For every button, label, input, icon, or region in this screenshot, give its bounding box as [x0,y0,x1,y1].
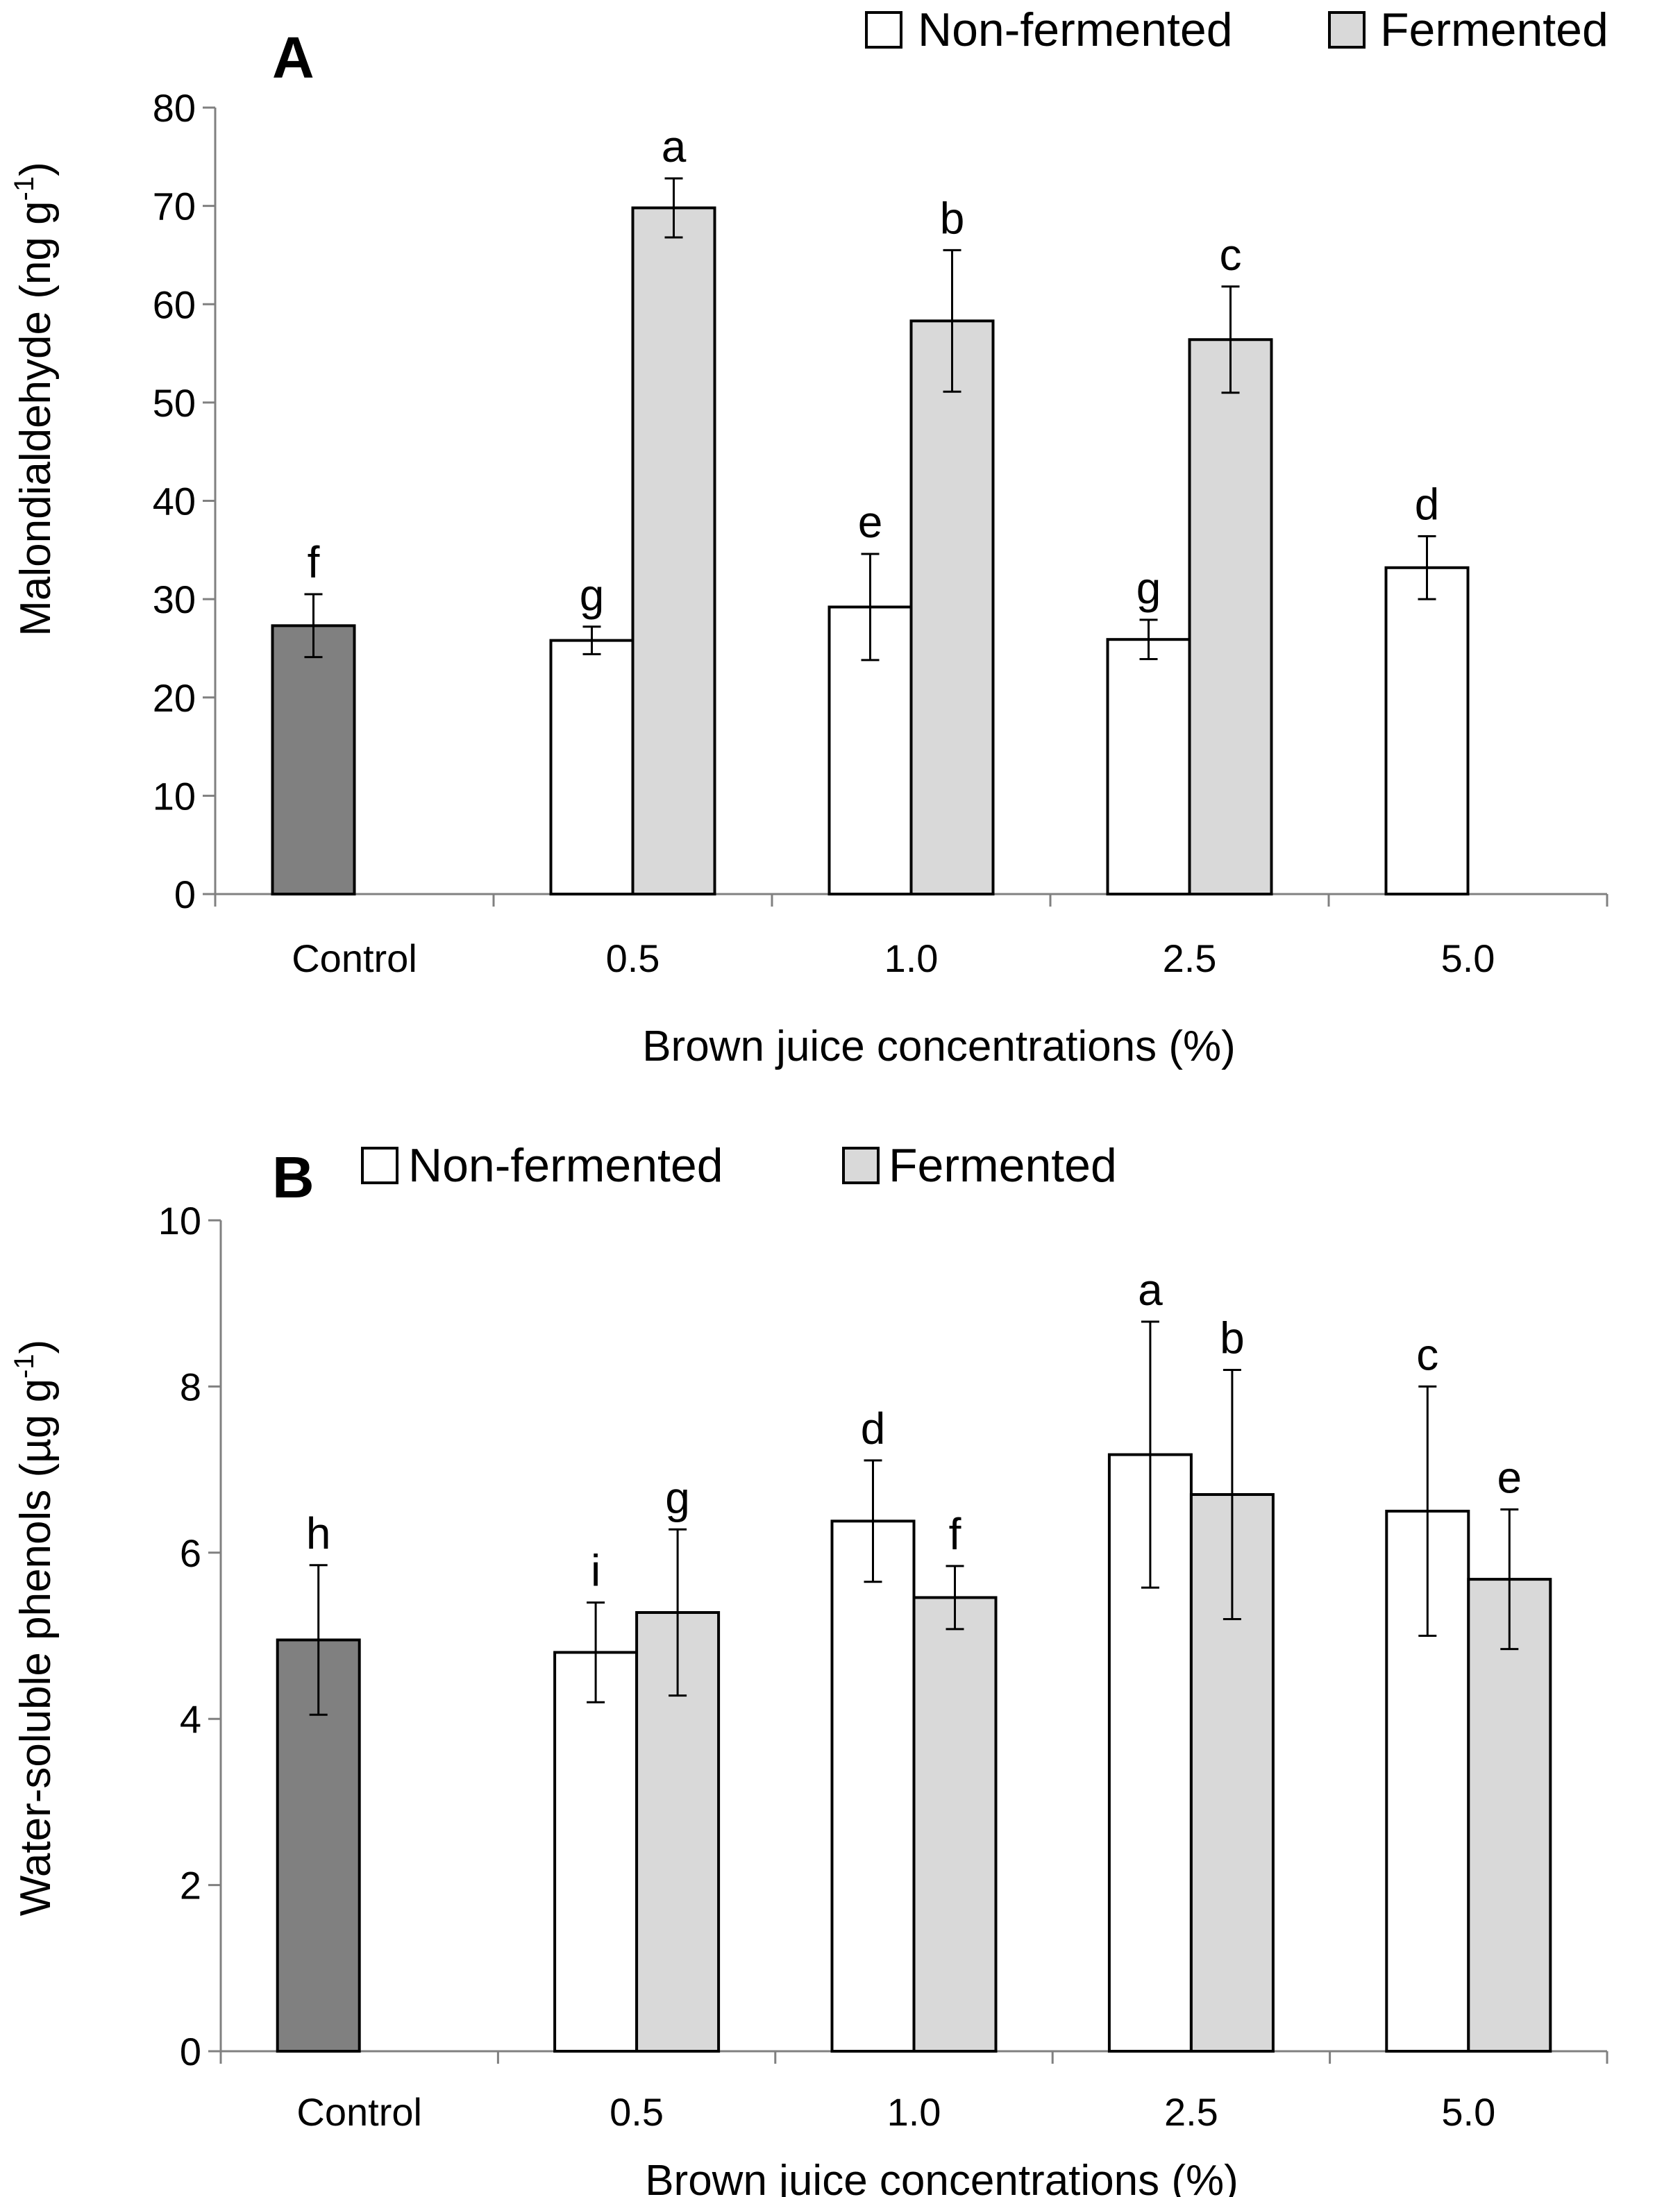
y-tick-label: 10 [153,774,196,818]
significance-letter: h [306,1508,331,1558]
significance-letter: c [1416,1329,1438,1379]
significance-letter: a [1138,1265,1163,1315]
significance-letter: c [1220,230,1242,280]
bar-control [271,624,356,896]
y-tick-label: 50 [153,381,196,425]
significance-letter: g [665,1472,690,1522]
x-tick-label: 5.0 [1441,2090,1495,2134]
y-axis-title: Water-soluble phenols (µg g-1) [9,1340,60,1917]
significance-letter: g [580,570,605,620]
bar-non-fermented [553,1651,639,2053]
error-bar [1500,1508,1519,1651]
panel-label: B [272,1145,314,1210]
error-bar [946,1565,964,1631]
bar-non-fermented [1106,638,1191,895]
significance-letter: g [1136,563,1161,613]
y-tick-label: 2 [180,1864,201,1908]
bar-non-fermented [830,1520,916,2053]
y-tick-label: 20 [153,676,196,720]
legend-label: Fermented [1380,3,1608,56]
significance-letter: e [1497,1453,1522,1503]
x-tick-label: Control [292,936,417,980]
x-axis-title: Brown juice concentrations (%) [645,2157,1238,2197]
x-tick-label: 2.5 [1163,936,1217,980]
y-tick-label: 4 [180,1697,201,1741]
y-tick-label: 8 [180,1365,201,1408]
x-tick-label: 1.0 [887,2090,941,2134]
error-bar [304,593,323,659]
error-bar [582,625,601,655]
legend-item-non-fermented: Non-fermented [361,1139,723,1192]
significance-letter: b [940,193,965,243]
x-tick-label: 0.5 [606,936,660,980]
error-bar [1418,1385,1437,1637]
legend-item-fermented: Fermented [1328,3,1608,56]
panel-label: A [272,25,314,90]
x-tick-label: 5.0 [1441,936,1495,980]
error-bar [1139,618,1158,661]
bar-non-fermented [1384,566,1470,895]
y-tick-label: 40 [153,480,196,523]
bar-non-fermented [549,639,635,895]
y-tick-label: 70 [153,185,196,228]
bar-fermented [912,1596,998,2053]
x-tick-label: 1.0 [884,936,939,980]
significance-letter: f [308,537,320,587]
bar-fermented [631,206,716,895]
legend-swatch [865,11,902,49]
significance-letter: a [662,121,687,171]
error-bar [1141,1320,1159,1589]
error-bar [587,1601,605,1703]
error-bar [664,177,683,239]
significance-letter: f [949,1509,961,1559]
y-tick-label: 6 [180,1531,201,1575]
y-axis-title: Malondialdehyde (ng g-1) [9,162,60,637]
chart-panel-A: 0 10 20 30 40 50 60 70 80 Control 0.5 1.0 2.5 5.0 f g e g… [9,3,1608,1070]
y-tick-label: 30 [153,578,196,621]
error-bar [1221,285,1240,394]
error-bar [1223,1368,1241,1621]
bar-fermented [1188,338,1273,895]
legend-swatch [361,1147,398,1184]
significance-letter: d [1415,479,1440,529]
y-tick-label: 0 [180,2030,201,2073]
error-bar [309,1564,328,1716]
error-bar [943,249,961,393]
x-tick-label: 0.5 [610,2090,664,2134]
legend-label: Fermented [889,1139,1117,1192]
y-tick-label: 10 [158,1199,201,1243]
error-bar [669,1528,687,1697]
y-tick-label: 80 [153,86,196,130]
chart-panel-B: 0 2 4 6 8 10 Control 0.5 1.0 2.5 5.0 h i d a c g f b e Brown… [9,1139,1608,2197]
significance-letter: b [1220,1313,1245,1363]
x-axis-title: Brown juice concentrations (%) [642,1022,1236,1070]
significance-letter: e [858,497,883,547]
legend-swatch [842,1147,880,1184]
y-tick-label: 60 [153,283,196,326]
error-bar [861,553,880,662]
significance-letter: i [591,1546,600,1596]
error-bar [864,1459,882,1583]
legend-label: Non-fermented [408,1139,723,1192]
bar-fermented [909,319,995,896]
legend-item-non-fermented: Non-fermented [865,3,1233,56]
x-tick-label: 2.5 [1164,2090,1218,2134]
significance-letter: d [861,1404,886,1454]
legend-item-fermented: Fermented [842,1139,1117,1192]
error-bar [1418,534,1436,600]
x-tick-label: Control [296,2090,422,2134]
legend-swatch [1328,11,1366,49]
legend-label: Non-fermented [918,3,1233,56]
y-tick-label: 0 [174,873,196,916]
